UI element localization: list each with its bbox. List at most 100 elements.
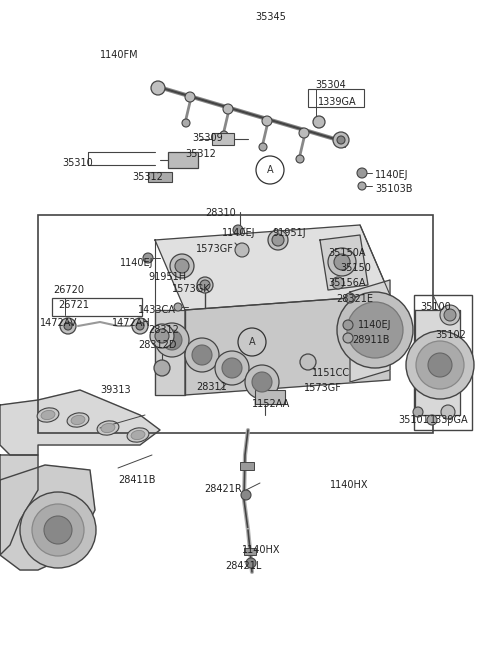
Text: 35102: 35102: [435, 330, 466, 340]
Polygon shape: [320, 235, 368, 290]
Text: 1339GA: 1339GA: [430, 415, 468, 425]
Circle shape: [222, 358, 242, 378]
Text: 1152AA: 1152AA: [252, 399, 290, 409]
Circle shape: [241, 490, 251, 500]
Ellipse shape: [67, 413, 89, 427]
Circle shape: [345, 293, 355, 303]
Circle shape: [441, 405, 455, 419]
Circle shape: [143, 253, 153, 263]
Text: 28310: 28310: [205, 208, 236, 218]
Ellipse shape: [37, 408, 59, 422]
Text: 35310: 35310: [62, 158, 93, 168]
Bar: [38, 215, 433, 433]
Circle shape: [155, 323, 189, 357]
Text: 35309: 35309: [192, 133, 223, 143]
Circle shape: [154, 360, 170, 376]
Text: 35100: 35100: [420, 302, 451, 312]
Text: 1573GK: 1573GK: [172, 284, 211, 294]
Text: 1140EJ: 1140EJ: [375, 170, 408, 180]
Text: 26720: 26720: [53, 285, 84, 295]
Text: 35312: 35312: [132, 172, 163, 182]
Text: 28411B: 28411B: [118, 475, 156, 485]
Circle shape: [337, 136, 345, 144]
Circle shape: [262, 116, 272, 126]
Polygon shape: [185, 295, 390, 395]
Circle shape: [175, 259, 189, 273]
Polygon shape: [0, 390, 160, 455]
Circle shape: [132, 318, 148, 334]
Text: 26721: 26721: [58, 300, 89, 310]
Circle shape: [252, 372, 272, 392]
Circle shape: [32, 504, 84, 556]
Bar: [308, 89, 364, 107]
Circle shape: [215, 351, 249, 385]
Text: 35304: 35304: [315, 80, 346, 90]
Circle shape: [343, 320, 353, 330]
Circle shape: [233, 225, 243, 235]
Text: 1140EJ: 1140EJ: [120, 258, 154, 268]
Bar: [52, 298, 142, 316]
Text: 28312: 28312: [148, 325, 179, 335]
Circle shape: [357, 168, 367, 178]
Circle shape: [328, 248, 356, 276]
Polygon shape: [0, 465, 95, 570]
Bar: [240, 462, 254, 470]
Text: 28911B: 28911B: [352, 335, 389, 345]
Circle shape: [20, 492, 96, 568]
Circle shape: [300, 354, 316, 370]
Bar: [244, 548, 256, 555]
Ellipse shape: [127, 428, 149, 442]
Circle shape: [155, 329, 169, 343]
Polygon shape: [350, 280, 390, 382]
Circle shape: [151, 81, 165, 95]
Text: A: A: [267, 165, 273, 175]
Circle shape: [358, 182, 366, 190]
Polygon shape: [415, 310, 460, 415]
Circle shape: [337, 292, 413, 368]
Polygon shape: [0, 455, 38, 555]
Circle shape: [185, 92, 195, 102]
Bar: [212, 133, 234, 145]
Circle shape: [235, 243, 249, 257]
Text: 28421R: 28421R: [204, 484, 242, 494]
Bar: [168, 152, 198, 168]
Circle shape: [332, 277, 344, 289]
Circle shape: [413, 407, 423, 417]
Text: 1339GA: 1339GA: [318, 97, 357, 107]
Text: 28311: 28311: [196, 382, 227, 392]
Bar: [414, 295, 472, 430]
Ellipse shape: [41, 411, 55, 420]
Circle shape: [272, 234, 284, 246]
Text: 1472AH: 1472AH: [112, 318, 151, 328]
Polygon shape: [155, 225, 390, 310]
Circle shape: [246, 558, 256, 568]
Circle shape: [44, 516, 72, 544]
Text: 91951H: 91951H: [148, 272, 186, 282]
Circle shape: [150, 324, 174, 348]
Text: 1573GF: 1573GF: [304, 383, 342, 393]
Text: 28312D: 28312D: [138, 340, 177, 350]
Circle shape: [428, 353, 452, 377]
Text: 39313: 39313: [100, 385, 131, 395]
Circle shape: [333, 132, 349, 148]
Circle shape: [64, 322, 72, 330]
Circle shape: [427, 415, 437, 425]
Circle shape: [259, 143, 267, 151]
Circle shape: [197, 277, 213, 293]
Ellipse shape: [101, 423, 115, 432]
Text: 1140HX: 1140HX: [242, 545, 280, 555]
Circle shape: [406, 331, 474, 399]
Circle shape: [343, 333, 353, 343]
Text: A: A: [249, 337, 255, 347]
Bar: [148, 172, 172, 182]
Circle shape: [60, 318, 76, 334]
Circle shape: [170, 254, 194, 278]
Circle shape: [416, 341, 464, 389]
Text: 35156A: 35156A: [328, 278, 365, 288]
Circle shape: [296, 155, 304, 163]
Text: 1433CA: 1433CA: [138, 305, 176, 315]
Text: 1140FM: 1140FM: [100, 50, 139, 60]
Text: 28321E: 28321E: [336, 294, 373, 304]
Text: 35312: 35312: [185, 149, 216, 159]
Text: 91951J: 91951J: [272, 228, 306, 238]
